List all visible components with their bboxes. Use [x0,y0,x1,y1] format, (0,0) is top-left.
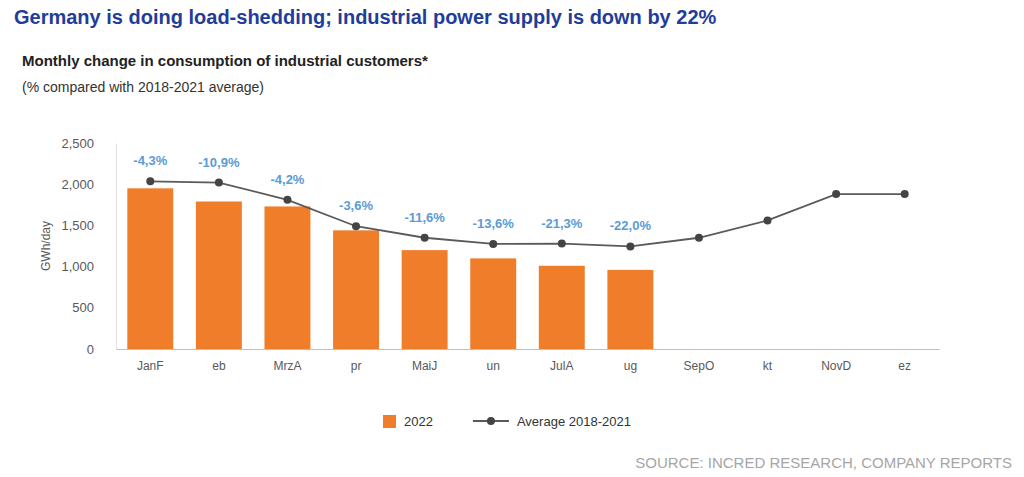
change-label: -10,9% [198,155,240,170]
subtitle-note: (% compared with 2018-2021 average) [22,79,264,95]
marker [489,240,497,248]
y-tick-label: 500 [72,300,94,315]
change-label: -4,3% [133,153,167,168]
x-tick: JulA [550,349,573,373]
marker [421,234,429,242]
x-tick-label: kt [763,359,773,373]
y-axis: 0 500 1,000 1,500 2,000 2,500 [61,136,116,357]
bar [333,230,379,349]
change-label: -22,0% [610,218,652,233]
marker [764,216,772,224]
marker [901,190,909,198]
line [150,181,904,246]
bar [402,250,448,349]
bar [196,202,242,349]
y-tick: 2,000 [61,177,116,192]
change-label: -13,6% [473,216,515,231]
x-tick: kt [763,349,773,373]
marker [283,196,291,204]
legend-item: 2022 [383,414,433,429]
x-tick: pr [351,349,362,373]
legend-swatch [383,415,396,428]
y-tick-label: 1,000 [61,259,94,274]
legend-marker [487,417,495,425]
x-tick-label: ez [898,359,911,373]
y-tick: 500 [72,300,116,315]
y-axis-line [116,144,117,350]
x-tick: MaiJ [412,349,437,373]
x-tick: NovD [821,349,851,373]
marker [558,240,566,248]
x-tick-label: JanF [137,359,164,373]
x-tick-label: ug [624,359,637,373]
marker [626,242,634,250]
bar [264,206,310,349]
x-tick-label: MaiJ [412,359,437,373]
y-tick: 0 [87,342,116,357]
x-tick-label: MrzA [273,359,301,373]
source: SOURCE: INCRED RESEARCH, COMPANY REPORTS [635,454,1012,471]
title: Germany is doing load-shedding; industri… [14,6,717,28]
legend-label: Average 2018-2021 [517,414,631,429]
x-tick-label: eb [212,359,226,373]
y-axis-title: GWh/day [39,221,53,271]
x-tick: ug [624,349,637,373]
change-label: -3,6% [339,198,373,213]
x-tick-label: SepO [684,359,715,373]
x-tick: un [487,349,500,373]
x-axis: JanF eb MrzA pr MaiJ un JulA ug SepO kt NovD ez [117,349,940,373]
marker [146,177,154,185]
x-tick: MrzA [273,349,301,373]
bar [470,258,516,349]
x-tick: JanF [137,349,164,373]
y-tick-label: 0 [87,342,94,357]
x-tick-label: pr [351,359,362,373]
legend: 2022 Average 2018-2021 [383,414,631,429]
y-tick: 1,500 [61,218,116,233]
x-tick-label: JulA [550,359,573,373]
y-tick-label: 1,500 [61,218,94,233]
x-tick: ez [898,349,911,373]
change-label: -4,2% [270,172,304,187]
marker [352,222,360,230]
legend-label: 2022 [404,414,433,429]
change-label: -21,3% [541,216,583,231]
chart: Germany is doing load-shedding; industri… [0,0,1024,477]
x-tick-label: un [487,359,500,373]
marker [215,179,223,187]
bar [127,188,173,349]
bar [607,270,653,349]
y-tick-label: 2,500 [61,136,94,151]
x-axis-line [117,349,940,350]
subtitle: Monthly change in consumption of industr… [22,52,428,69]
annotations: -4,3% -10,9% -4,2% -3,6% -11,6% -13,6% -21,3% -… [133,153,651,233]
x-tick: eb [212,349,226,373]
x-tick: SepO [684,349,715,373]
change-label: -11,6% [404,210,445,225]
marker [695,234,703,242]
y-tick: 1,000 [61,259,116,274]
marker [832,190,840,198]
plot-area [127,177,908,349]
x-tick-label: NovD [821,359,851,373]
legend-item: Average 2018-2021 [473,414,631,429]
bar [539,266,585,349]
y-tick: 2,500 [61,136,116,151]
y-tick-label: 2,000 [61,177,94,192]
